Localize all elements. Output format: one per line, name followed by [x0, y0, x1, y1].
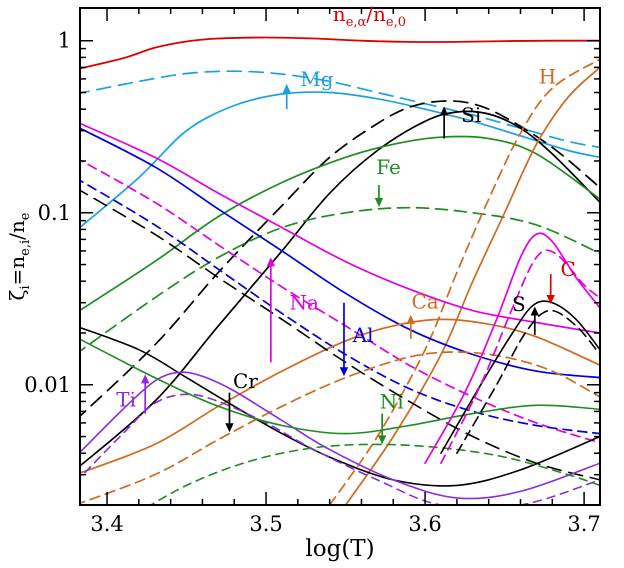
axes-frame: [79, 7, 601, 506]
curve-Fe-dashed: [80, 206, 600, 353]
label-Fe: Fe: [376, 155, 401, 179]
arrowhead-Si: [439, 106, 449, 116]
curve-H-solid: [344, 66, 600, 505]
curve-H-dashed: [328, 58, 600, 505]
curve-Cr-solid: [80, 326, 600, 487]
curve-Ni-dashed: [149, 443, 600, 505]
electron-density-ratio-label: ne,α/ne,0: [333, 2, 406, 30]
curve-Ti-solid: [80, 371, 600, 500]
curve-Fe-solid: [80, 135, 600, 312]
label-Cr: Cr: [233, 369, 258, 393]
curve-Na-solid: [80, 122, 600, 334]
arrowhead-Na: [266, 257, 276, 267]
arrowhead-S: [530, 306, 540, 316]
label-Al: Al: [352, 323, 374, 347]
curve-Na-dashed: [80, 159, 600, 444]
curves-group: [80, 36, 600, 505]
label-S: S: [512, 292, 526, 316]
curve-Al-solid: [80, 127, 600, 379]
arrowhead-Ni: [377, 435, 387, 445]
curve-Si-solid: [80, 110, 600, 467]
label-Ti: Ti: [116, 388, 136, 412]
arrowhead-Mg: [282, 84, 291, 94]
label-Si: Si: [461, 103, 481, 127]
x-axis-label: log(T): [305, 536, 374, 562]
curve-Mg-solid: [80, 91, 600, 229]
y-axis-label: ζi=ne,i/ne: [5, 212, 33, 300]
curve-S-dashed: [456, 309, 600, 454]
curve-Ni-solid: [80, 338, 600, 435]
label-Mg: Mg: [300, 67, 333, 91]
label-Ca: Ca: [411, 289, 438, 313]
x-tick-label: 3.4: [90, 512, 123, 536]
curve-Ca-dashed: [80, 351, 600, 505]
curve-C-dashed: [440, 249, 600, 465]
arrowhead-Fe: [374, 198, 384, 208]
x-tick-label: 3.5: [249, 512, 282, 536]
arrowhead-Al: [339, 367, 349, 377]
curve-Mg-dashed: [80, 70, 600, 149]
label-C: C: [561, 257, 576, 281]
arrowhead-Ca: [406, 314, 415, 324]
curve-Al-dashed: [80, 179, 600, 435]
y-tick-label: 0.1: [38, 201, 71, 225]
x-tick-label: 3.6: [408, 512, 441, 536]
curve-Cr-dashed: [80, 189, 600, 481]
y-tick-label: 0.01: [24, 373, 71, 397]
curve-S-solid: [440, 300, 600, 454]
curve-Ca-solid: [80, 318, 600, 474]
label-H: H: [539, 64, 556, 88]
y-tick-label: 1: [58, 29, 71, 53]
plot-border: [79, 7, 601, 506]
curve-ne-ratio-solid: [80, 36, 600, 70]
x-tick-label: 3.7: [567, 512, 600, 536]
label-Na: Na: [290, 291, 320, 315]
arrowhead-Ti: [140, 374, 150, 384]
label-Ni: Ni: [380, 389, 404, 413]
arrowhead-Cr: [225, 423, 234, 433]
arrowhead-C: [546, 294, 555, 304]
curve-Si-dashed: [80, 100, 600, 418]
